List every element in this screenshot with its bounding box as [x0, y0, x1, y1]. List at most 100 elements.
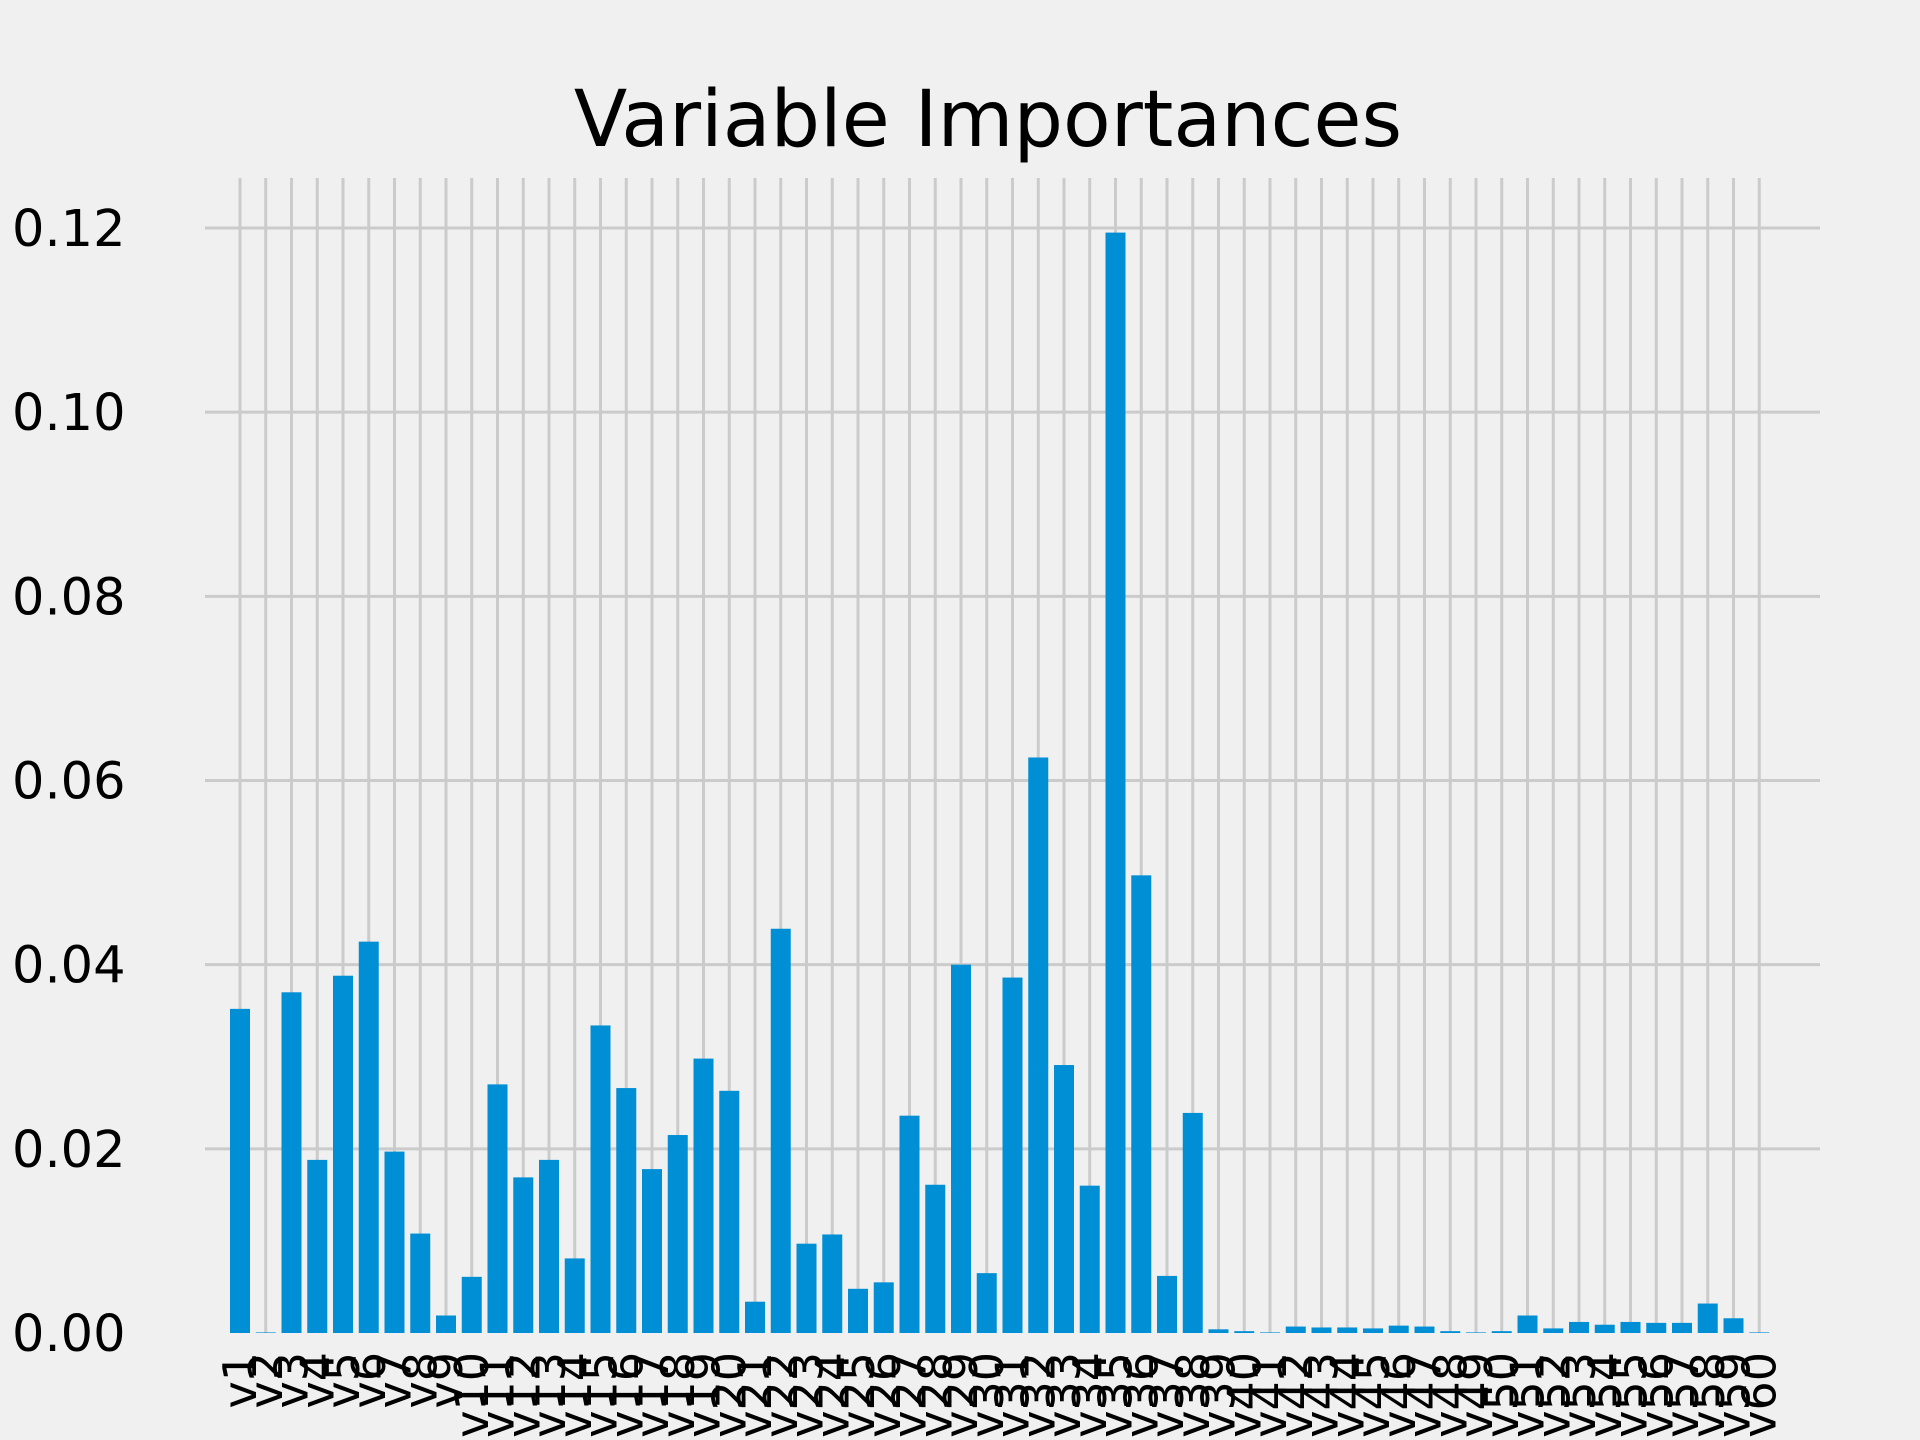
bar — [1157, 1275, 1177, 1333]
bar — [1569, 1321, 1589, 1333]
bar — [1440, 1331, 1461, 1333]
bar — [564, 1258, 585, 1333]
bar — [822, 1234, 843, 1333]
x-tick-label: v7 — [368, 1352, 422, 1409]
bar — [1646, 1322, 1667, 1333]
bar — [1594, 1324, 1615, 1333]
x-tick-label: v32 — [1011, 1352, 1065, 1438]
bar — [745, 1301, 765, 1333]
x-tick-label: v28 — [908, 1352, 962, 1438]
bar — [255, 1332, 276, 1333]
x-tick-label: v2 — [239, 1352, 293, 1409]
bar — [1337, 1327, 1358, 1333]
bar — [487, 1084, 508, 1333]
bar — [1182, 1112, 1203, 1333]
x-tick-label: v37 — [1140, 1352, 1194, 1438]
bar — [230, 1008, 250, 1333]
bar — [1466, 1332, 1486, 1333]
x-tick-label: v40 — [1217, 1352, 1271, 1438]
x-tick-label: v46 — [1372, 1352, 1426, 1438]
bar — [410, 1233, 431, 1333]
bar — [1723, 1318, 1744, 1333]
x-tick-label: v53 — [1552, 1352, 1606, 1438]
x-tick-label: v21 — [728, 1352, 782, 1438]
y-tick-label: 0.10 — [12, 384, 126, 443]
bar — [384, 1151, 405, 1333]
x-tick-label: v3 — [265, 1352, 319, 1409]
bar — [307, 1159, 328, 1333]
bar — [1543, 1328, 1564, 1333]
bar — [667, 1135, 688, 1333]
x-tick-label: v51 — [1501, 1352, 1555, 1438]
x-tick-label: v9 — [419, 1352, 473, 1409]
bar — [461, 1276, 482, 1333]
bar — [513, 1177, 534, 1333]
bar — [899, 1115, 920, 1333]
bar — [1002, 977, 1023, 1333]
x-tick-label: v45 — [1346, 1352, 1400, 1438]
x-tick-label: v12 — [496, 1352, 550, 1438]
bar — [925, 1184, 946, 1333]
x-tick-label: v20 — [702, 1352, 756, 1438]
bar — [848, 1288, 868, 1333]
x-tick-label: v31 — [986, 1352, 1040, 1438]
x-tick-label: v24 — [805, 1352, 859, 1438]
bar — [616, 1088, 637, 1333]
x-tick-label: v1 — [213, 1352, 267, 1409]
x-tick-label: v5 — [316, 1352, 370, 1409]
bar — [1363, 1328, 1383, 1333]
bar — [590, 1025, 611, 1333]
bar — [1697, 1303, 1718, 1333]
y-tick-label: 0.04 — [12, 937, 126, 996]
x-tick-label: v15 — [574, 1352, 628, 1438]
bar — [358, 941, 379, 1333]
y-axis-tick-labels: 0.00 0.02 0.04 0.06 0.08 0.10 0.12 — [12, 200, 126, 1364]
x-tick-label: v4 — [290, 1352, 344, 1409]
x-tick-label: v19 — [677, 1352, 731, 1438]
bar — [1491, 1331, 1512, 1333]
bar — [951, 964, 971, 1333]
x-tick-label: v30 — [960, 1352, 1014, 1438]
x-tick-label: v36 — [1114, 1352, 1168, 1438]
x-tick-label: v8 — [393, 1352, 447, 1409]
bar — [1028, 757, 1049, 1333]
bar — [770, 928, 791, 1333]
bar — [1131, 875, 1152, 1333]
y-tick-label: 0.06 — [12, 753, 126, 812]
x-tick-label: v14 — [548, 1352, 602, 1438]
x-tick-label: v48 — [1423, 1352, 1477, 1438]
x-tick-label: v41 — [1243, 1352, 1297, 1438]
bar — [1749, 1332, 1770, 1333]
x-tick-label: v44 — [1320, 1352, 1374, 1438]
bar — [1311, 1327, 1332, 1333]
x-tick-label: v17 — [625, 1352, 679, 1438]
x-tick-label: v58 — [1681, 1352, 1735, 1438]
bar — [1517, 1315, 1538, 1333]
x-tick-label: v47 — [1398, 1352, 1452, 1438]
bar — [1388, 1325, 1409, 1333]
x-tick-label: v23 — [780, 1352, 834, 1438]
bar — [976, 1273, 997, 1333]
bar — [1620, 1321, 1641, 1333]
bar — [1079, 1185, 1100, 1333]
y-tick-label: 0.08 — [12, 568, 126, 627]
x-tick-label: v50 — [1475, 1352, 1529, 1438]
bar — [1234, 1331, 1255, 1333]
bar — [1260, 1332, 1280, 1333]
bar — [873, 1282, 894, 1333]
x-tick-label: v54 — [1578, 1352, 1632, 1438]
x-tick-label: v42 — [1269, 1352, 1323, 1438]
x-tick-label: v22 — [754, 1352, 808, 1438]
x-tick-label: v57 — [1655, 1352, 1709, 1438]
x-tick-label: v33 — [1037, 1352, 1091, 1438]
x-tick-label: v60 — [1732, 1352, 1786, 1438]
bar — [333, 975, 353, 1333]
x-tick-label: v10 — [445, 1352, 499, 1438]
bar — [693, 1058, 714, 1333]
chart-title: Variable Importances — [574, 75, 1402, 165]
x-tick-label: v27 — [883, 1352, 937, 1438]
x-tick-label: v52 — [1526, 1352, 1580, 1438]
bar — [1672, 1322, 1692, 1333]
x-tick-label: v59 — [1707, 1352, 1761, 1438]
x-tick-label: v35 — [1089, 1352, 1143, 1438]
